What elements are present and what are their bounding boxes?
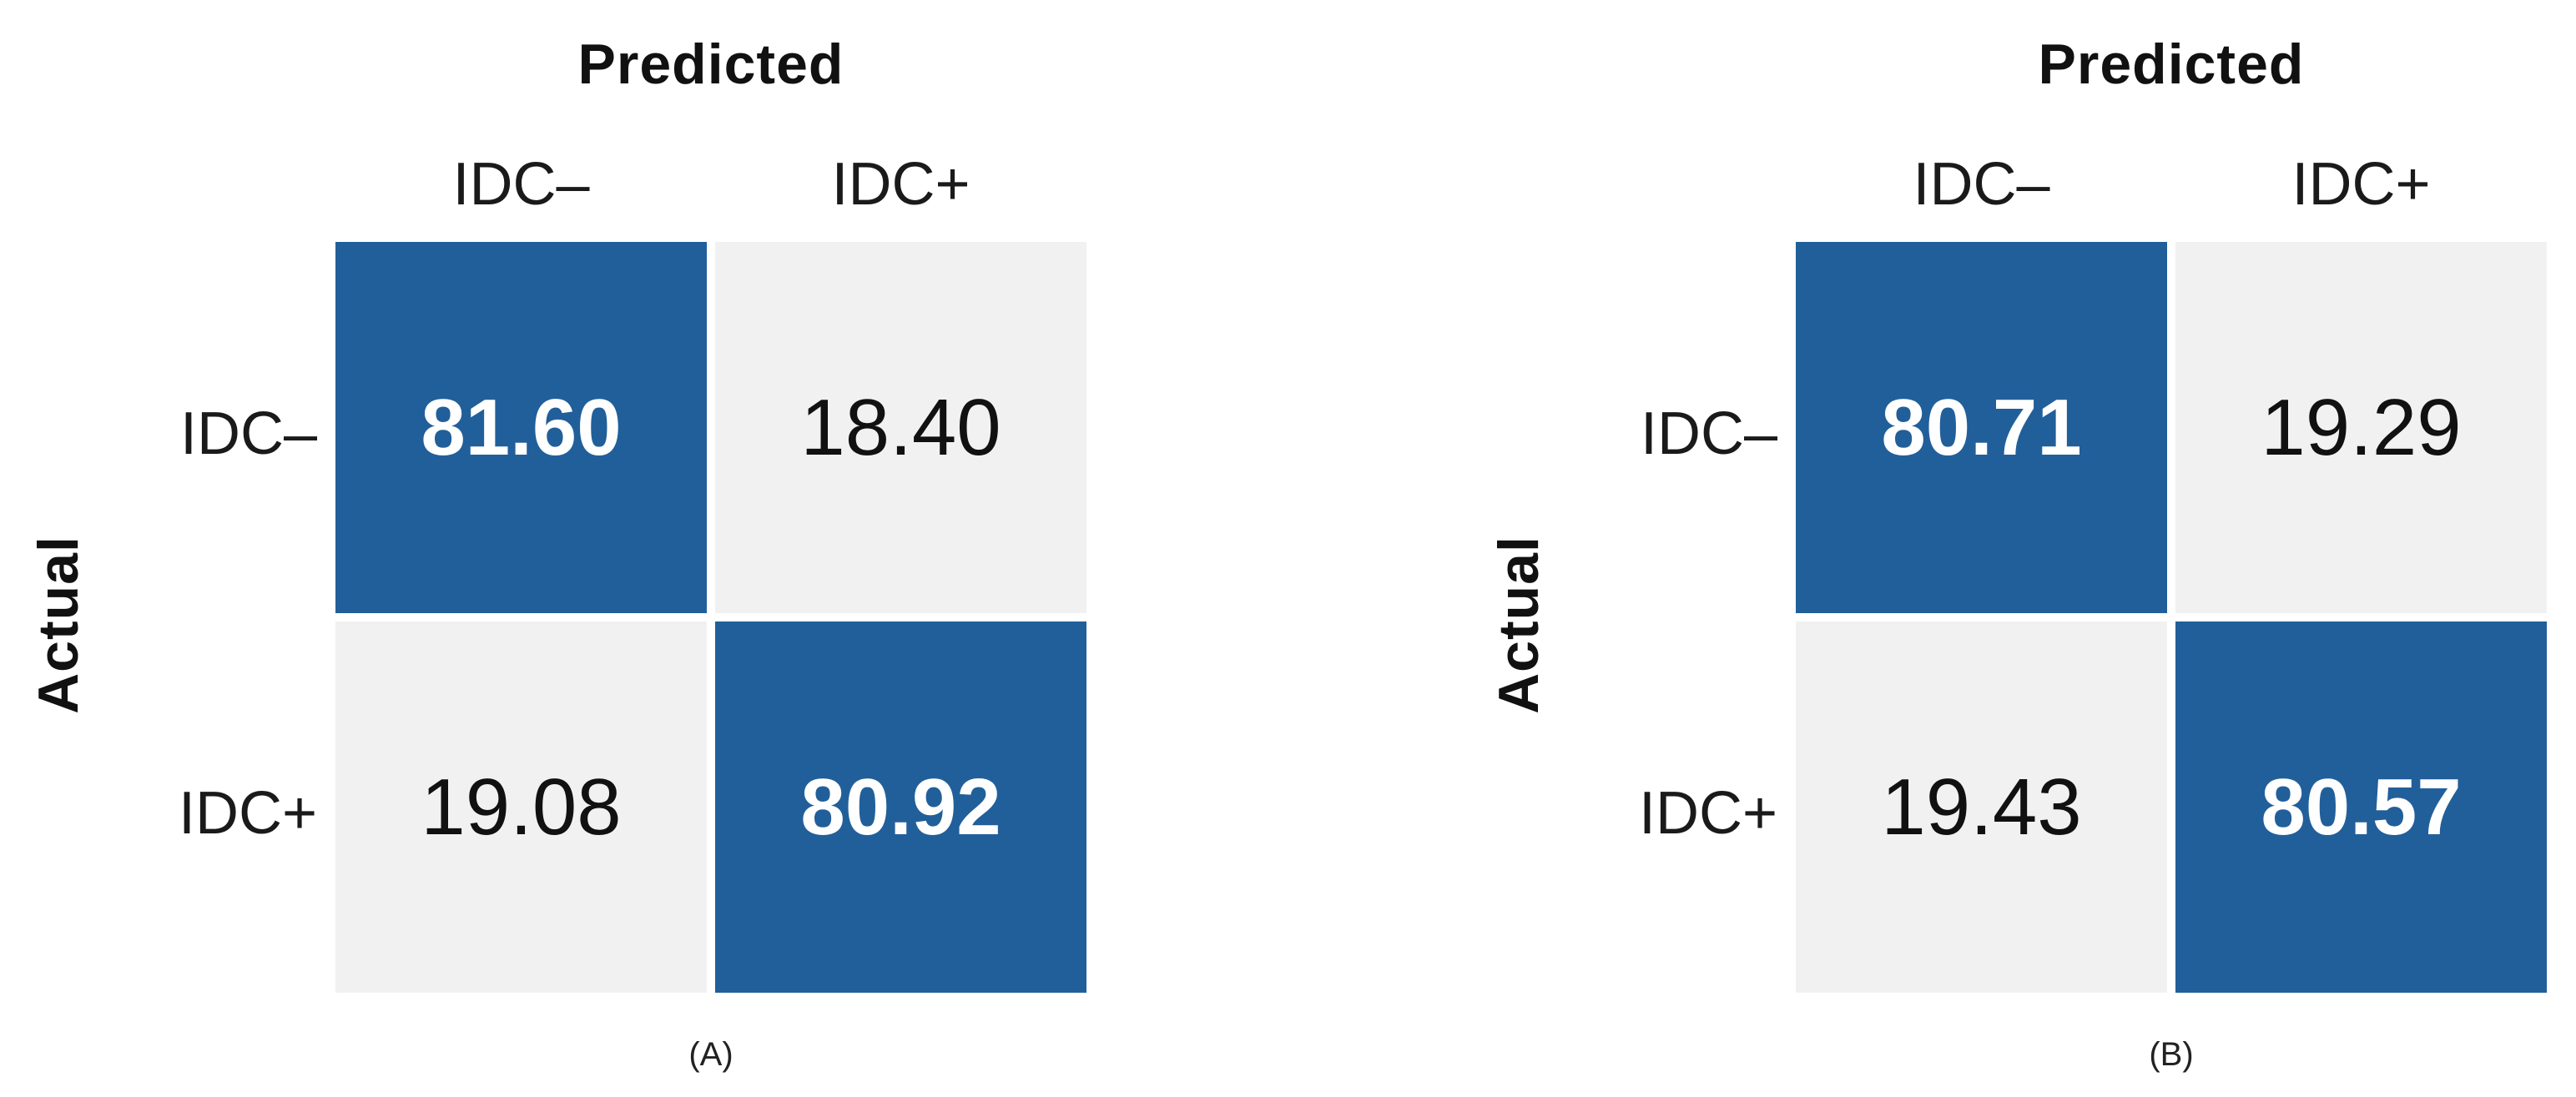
confusion-matrix-b: Predicted IDC– IDC+ IDC– IDC+ Actual 80.… (1460, 0, 2576, 1097)
row-label-idc-pos: IDC+ (178, 780, 317, 847)
col-label-idc-neg: IDC– (452, 151, 590, 218)
cell-tp: 80.92 (715, 621, 1086, 993)
cell-tn: 80.71 (1796, 242, 2167, 613)
panel-caption: (A) (688, 1036, 733, 1073)
row-label-idc-neg: IDC– (179, 400, 317, 467)
x-axis-title: Predicted (577, 33, 844, 96)
cell-fn: 19.08 (335, 621, 707, 993)
y-axis-title: Actual (1487, 536, 1550, 714)
cell-tp: 80.57 (2175, 621, 2547, 993)
y-axis-title: Actual (27, 536, 90, 714)
x-axis-title: Predicted (2038, 33, 2305, 96)
cell-fp: 18.40 (715, 242, 1086, 613)
confusion-matrix-a: Predicted IDC– IDC+ IDC– IDC+ Actual 81.… (0, 0, 1185, 1097)
col-label-idc-neg: IDC– (1913, 151, 2050, 218)
row-label-idc-neg: IDC– (1640, 400, 1777, 467)
col-label-idc-pos: IDC+ (831, 151, 970, 218)
cell-tn: 81.60 (335, 242, 707, 613)
col-label-idc-pos: IDC+ (2291, 151, 2431, 218)
panel-caption: (B) (2149, 1036, 2194, 1073)
row-label-idc-pos: IDC+ (1638, 780, 1777, 847)
cell-fp: 19.29 (2175, 242, 2547, 613)
cell-fn: 19.43 (1796, 621, 2167, 993)
